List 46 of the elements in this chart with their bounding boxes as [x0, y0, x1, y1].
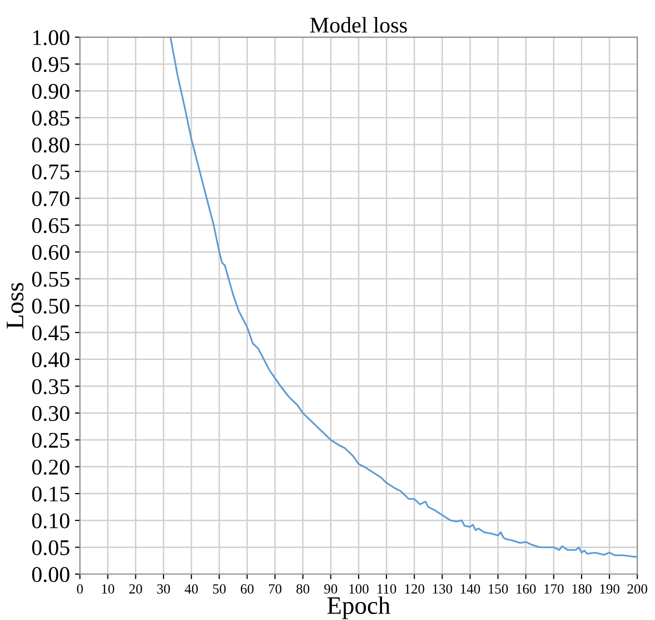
y-tick-label: 0.20 — [32, 460, 70, 475]
x-tick-label: 190 — [600, 584, 620, 594]
y-tick-label: 0.95 — [32, 56, 70, 72]
y-tick-label: 0.90 — [32, 84, 70, 99]
chart-title: Model loss — [310, 17, 407, 33]
x-tick-label: 90 — [324, 584, 338, 594]
x-tick-label: 0 — [76, 584, 83, 594]
x-tick-label: 140 — [460, 584, 480, 594]
x-tick-label: 170 — [544, 584, 564, 594]
y-tick-label: 0.25 — [32, 432, 70, 448]
x-tick-label: 110 — [378, 584, 396, 594]
y-tick-label: 0.60 — [32, 244, 70, 260]
x-tick-label: 30 — [157, 584, 170, 594]
y-tick-label: 1.00 — [33, 30, 70, 46]
x-tick-label: 130 — [433, 584, 452, 594]
x-tick-label: 80 — [296, 584, 310, 594]
x-tick-label: 40 — [184, 584, 198, 594]
y-tick-label: 0.45 — [32, 325, 70, 341]
y-tick-label: 0.65 — [32, 218, 70, 234]
x-tick-label: 70 — [268, 584, 282, 594]
x-axis-title: Epoch — [327, 596, 390, 620]
y-tick-label: 0.15 — [32, 486, 70, 502]
x-tick-label: 150 — [488, 584, 508, 594]
y-tick-label: 0.85 — [32, 110, 70, 126]
y-tick-label: 0.35 — [32, 379, 70, 394]
x-tick-label: 50 — [213, 584, 226, 594]
x-tick-label: 200 — [628, 584, 648, 594]
x-tick-label: 120 — [405, 584, 424, 594]
y-tick-label: 0.55 — [32, 272, 70, 287]
y-tick-label: 0.00 — [32, 567, 70, 582]
y-tick-label: 0.70 — [32, 191, 70, 206]
y-tick-label: 0.30 — [32, 406, 70, 422]
line-series — [170, 37, 638, 558]
y-axis-title: Loss — [6, 282, 24, 329]
y-tick-label: 0.05 — [32, 540, 70, 556]
y-tick-label: 0.80 — [32, 138, 70, 153]
x-tick-label: 60 — [240, 584, 254, 594]
x-tick-label: 20 — [129, 584, 142, 594]
y-tick-label: 0.40 — [32, 352, 70, 368]
x-tick-label: 10 — [102, 584, 114, 594]
y-tick-label: 0.50 — [32, 298, 70, 314]
y-tick-label: 0.10 — [32, 513, 70, 528]
y-tick-label: 0.75 — [32, 164, 70, 180]
x-tick-label: 160 — [516, 584, 536, 594]
x-tick-label: 100 — [349, 584, 368, 594]
x-tick-label: 180 — [572, 584, 592, 594]
